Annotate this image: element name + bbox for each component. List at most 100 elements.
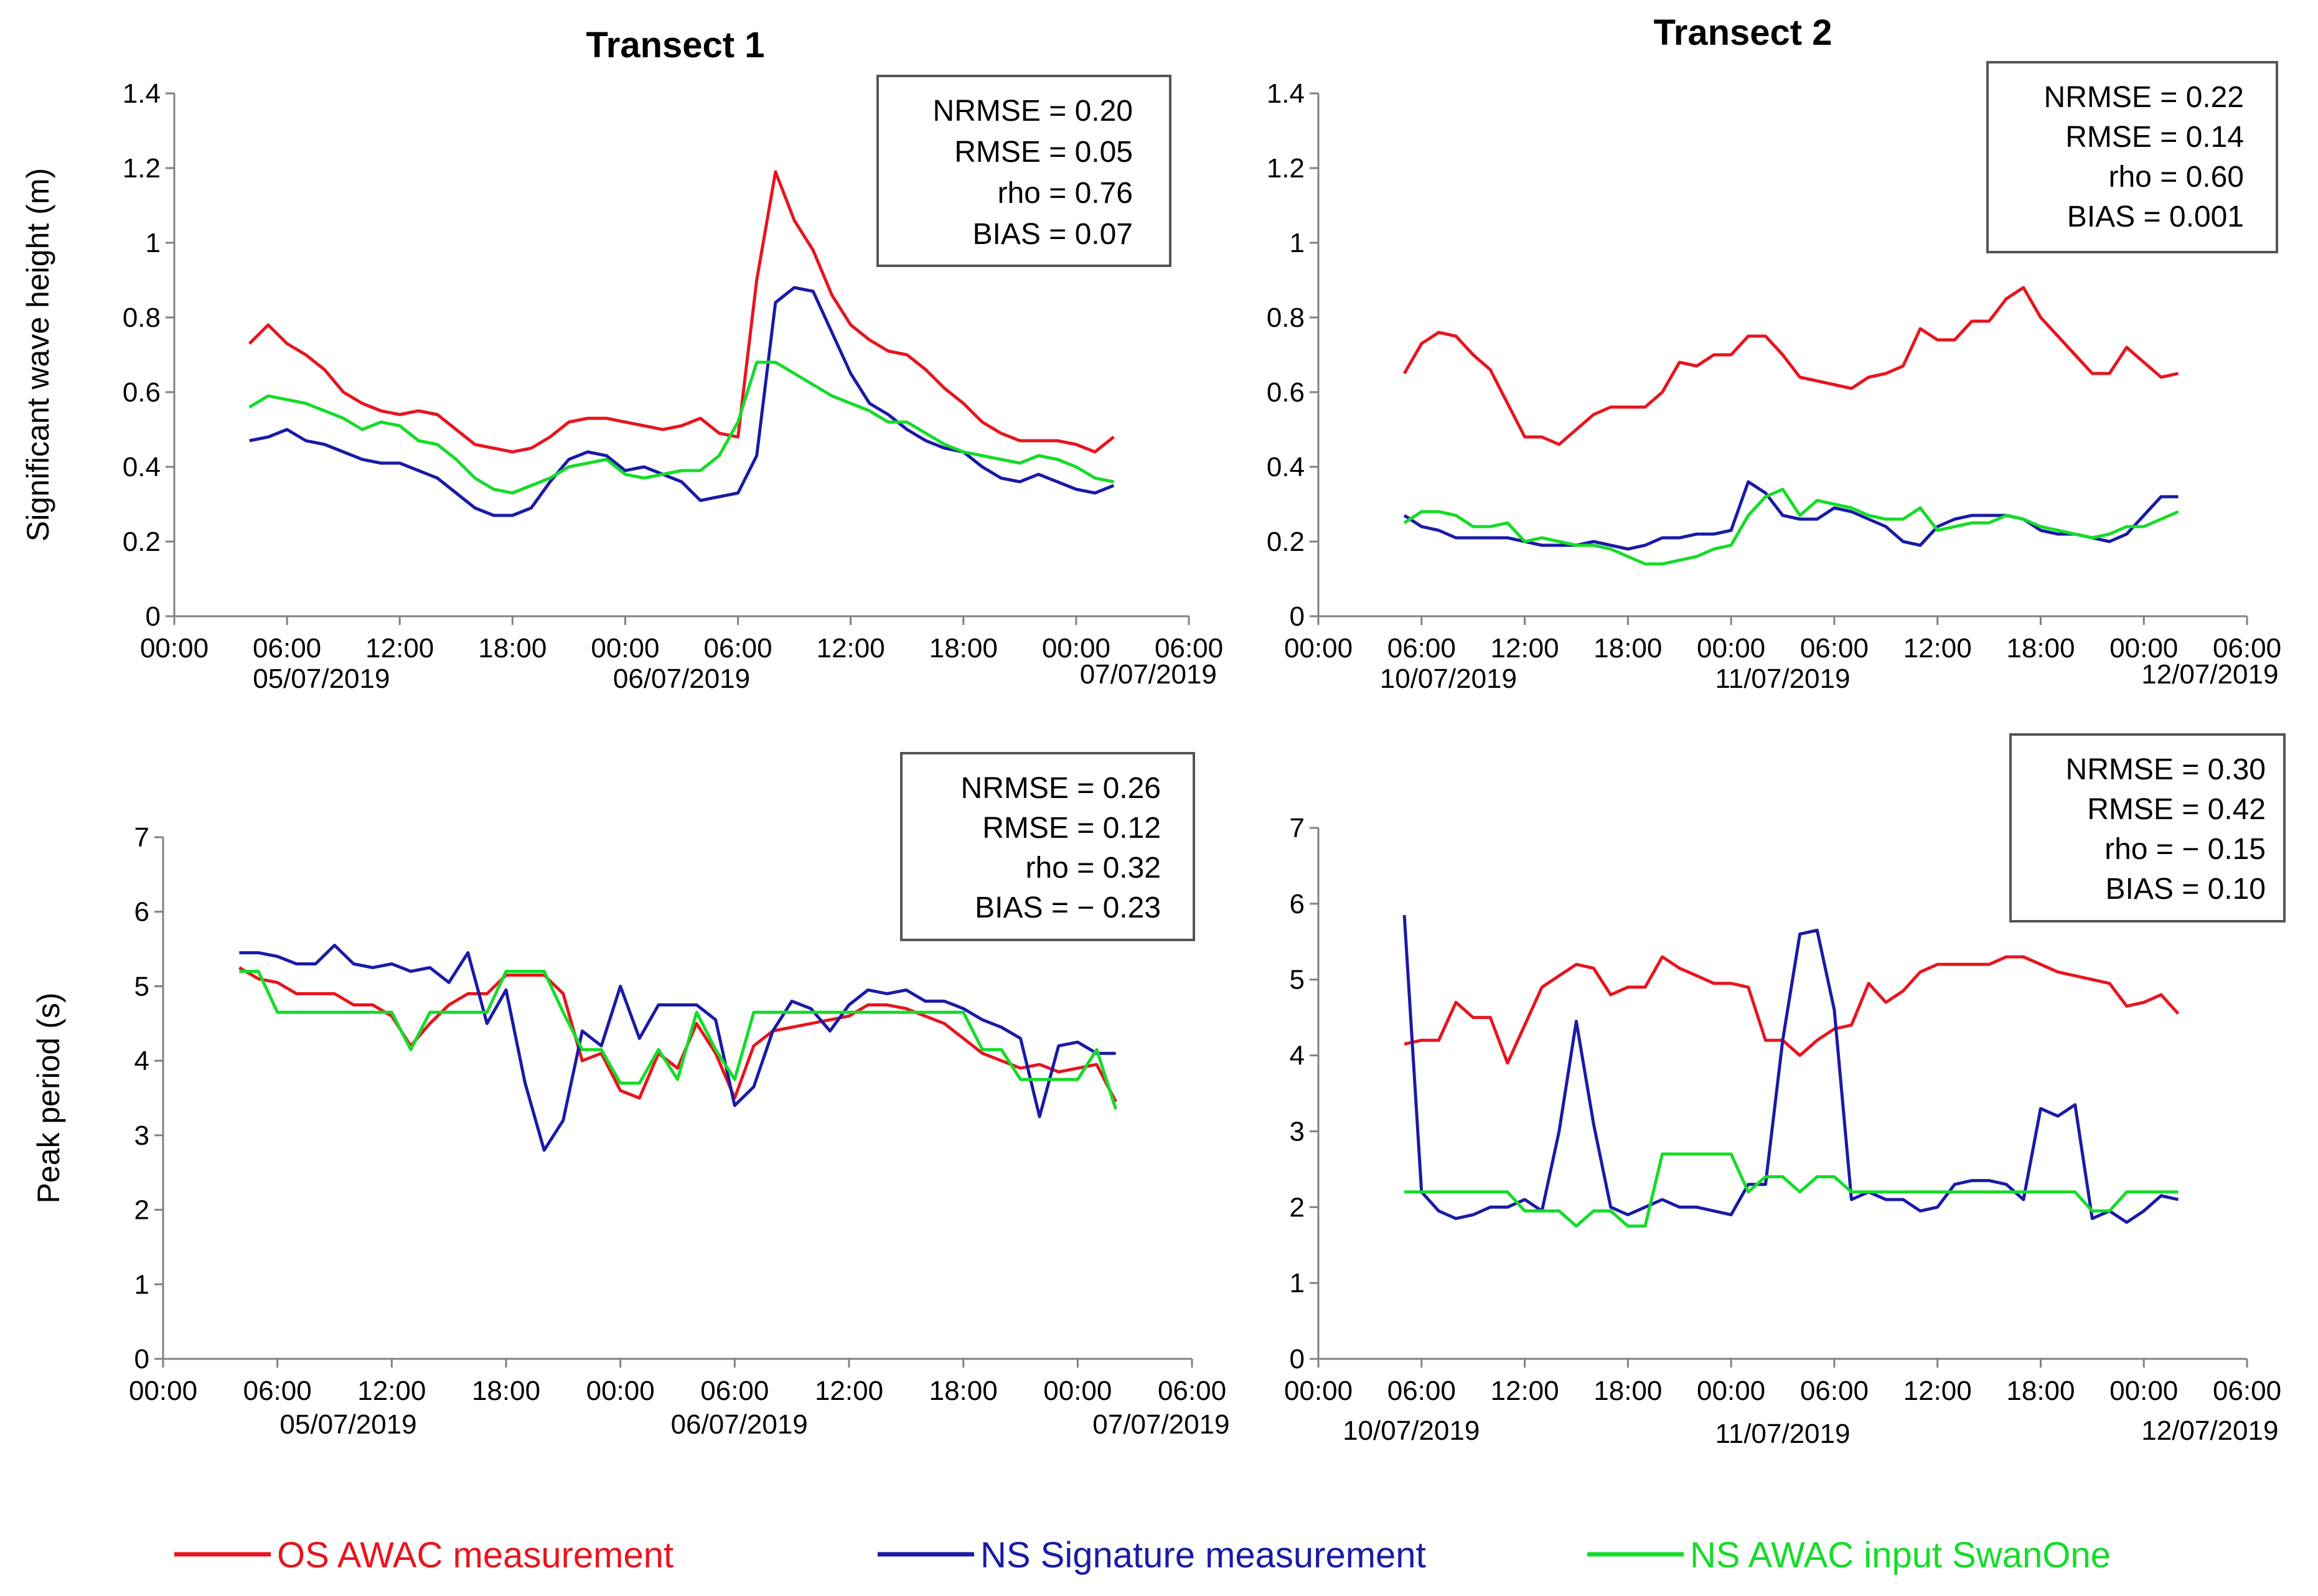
x-date-label: 07/07/2019 [1080,659,1217,690]
y-tick-label: 1.4 [123,78,161,109]
x-tick-label: 00:00 [1043,1376,1112,1406]
x-tick-label: 06:00 [2213,1376,2281,1406]
y-tick-label: 5 [1290,965,1305,995]
x-tick-label: 12:00 [365,633,434,664]
series-os-awac-line [1404,955,2180,1065]
x-tick-label: 18:00 [1593,1376,1662,1406]
y-tick-label: 0 [1290,601,1305,632]
stats-line: BIAS = 0.10 [2105,873,2266,906]
x-tick-label: 12:00 [1491,1376,1559,1406]
y-tick-label: 0.2 [1267,527,1305,557]
x-tick-label: 12:00 [1491,633,1559,664]
legend-label-ns-signature: NS Signature measurement [980,1535,1426,1575]
y-tick-label: 2 [134,1195,149,1226]
y-axis-label: Significant wave height (m) [21,168,55,542]
y-tick-label: 1 [1290,228,1305,258]
x-tick-label: 18:00 [929,1376,998,1406]
x-tick-label: 18:00 [2006,633,2075,664]
y-tick-label: 0.8 [1267,303,1305,333]
y-axis-label: Peak period (s) [31,992,66,1203]
x-date-label: 07/07/2019 [1092,1409,1229,1440]
x-tick-label: 06:00 [1800,633,1869,664]
x-date-label: 11/07/2019 [1715,1419,1851,1449]
x-tick-label: 12:00 [817,633,885,664]
x-tick-label: 06:00 [243,1376,312,1406]
stats-line: rho = 0.32 [1026,852,1161,885]
series-ns-signature-line [249,286,1115,517]
y-tick-label: 2 [1290,1192,1305,1223]
y-tick-label: 0.8 [123,303,161,333]
x-tick-label: 12:00 [1903,633,1972,664]
stats-line: NRMSE = 0.22 [2044,81,2244,114]
y-tick-label: 1 [146,228,161,258]
x-tick-label: 00:00 [2109,633,2178,664]
x-date-label: 06/07/2019 [671,1409,808,1440]
x-tick-label: 06:00 [1158,1376,1226,1406]
stats-line: RMSE = 0.14 [2065,121,2244,154]
stats-line: NRMSE = 0.26 [961,772,1161,805]
x-tick-label: 00:00 [129,1376,197,1406]
x-date-label: 10/07/2019 [1343,1415,1480,1446]
legend-label-ns-awac-swanone: NS AWAC input SwanOne [1690,1535,2111,1575]
stats-box [2009,733,2286,922]
stats-line: NRMSE = 0.20 [933,95,1133,128]
x-tick-label: 06:00 [253,633,321,664]
stats-line: NRMSE = 0.30 [2066,753,2266,786]
x-tick-label: 12:00 [357,1376,426,1406]
title-transect-1: Transect 1 [586,25,765,65]
stats-line: BIAS = − 0.23 [975,891,1161,924]
legend-label-os-awac: OS AWAC measurement [277,1535,673,1575]
y-tick-label: 0.6 [123,377,161,408]
series-ns-signature-line [239,944,1116,1152]
y-tick-label: 1.2 [123,153,161,184]
stats-line: rho = 0.60 [2109,161,2245,194]
x-tick-label: 18:00 [2006,1376,2075,1406]
y-tick-label: 0.4 [1267,452,1305,482]
series-ns-awac-swanone-line [1404,1152,2179,1228]
x-date-label: 12/07/2019 [2141,1415,2278,1446]
x-date-label: 11/07/2019 [1715,664,1851,694]
stats-box [876,75,1171,267]
y-tick-label: 1 [134,1269,149,1300]
series-ns-signature-line [1402,914,2179,1224]
x-tick-label: 00:00 [2109,1376,2178,1406]
chart-tp-transect-1: 0 1 2 3 4 5 6 7 00:00 06:00 12:00 18:00 00:00 06:00 12… [31,752,1230,1440]
stats-line: BIAS = 0.07 [972,218,1133,251]
x-tick-label: 06:00 [700,1376,769,1406]
x-tick-label: 06:00 [2213,633,2281,664]
x-tick-label: 06:00 [1155,633,1223,664]
x-tick-label: 00:00 [591,633,659,664]
x-tick-label: 12:00 [1903,1376,1972,1406]
y-tick-label: 6 [134,897,149,927]
y-tick-label: 4 [134,1046,149,1076]
stats-line: RMSE = 0.05 [954,136,1133,169]
x-tick-label: 06:00 [1387,633,1456,664]
x-tick-label: 00:00 [1697,1376,1765,1406]
x-date-label: 05/07/2019 [279,1409,416,1440]
y-tick-label: 0.4 [123,452,161,482]
y-tick-label: 0.6 [1267,377,1305,408]
y-tick-label: 0.2 [123,527,161,557]
y-tick-label: 6 [1290,889,1305,919]
y-tick-label: 7 [134,822,149,853]
chart-hs-transect-1: 0 0.2 0.4 0.6 0.8 1 1.2 1.4 00:00 06:00 12:00 18:00… [21,75,1223,694]
x-date-label: 10/07/2019 [1380,664,1517,694]
y-tick-label: 1.2 [1267,153,1305,184]
stats-box [1986,61,2278,253]
series-ns-awac-swanone-line [248,360,1114,495]
title-transect-2: Transect 2 [1654,12,1832,53]
y-tick-label: 0 [134,1344,149,1374]
x-tick-label: 18:00 [472,1376,540,1406]
stats-line: RMSE = 0.12 [982,812,1161,845]
chart-hs-transect-2: 0 0.2 0.4 0.6 0.8 1 1.2 1.4 00:00 06:00 12:00 18:00… [1267,61,2281,694]
chart-tp-transect-2: 0 1 2 3 4 5 6 7 00:00 06:00 12:00 18:00 00:00 06:00 12… [1284,733,2286,1449]
x-tick-label: 00:00 [1284,1376,1353,1406]
x-tick-label: 06:00 [704,633,772,664]
stats-line: BIAS = 0.001 [2067,200,2244,233]
series-os-awac-line [1402,286,2179,446]
x-tick-label: 18:00 [478,633,547,664]
x-tick-label: 00:00 [1284,633,1353,664]
series-os-awac-line [248,170,1115,454]
y-tick-label: 3 [1290,1116,1305,1147]
